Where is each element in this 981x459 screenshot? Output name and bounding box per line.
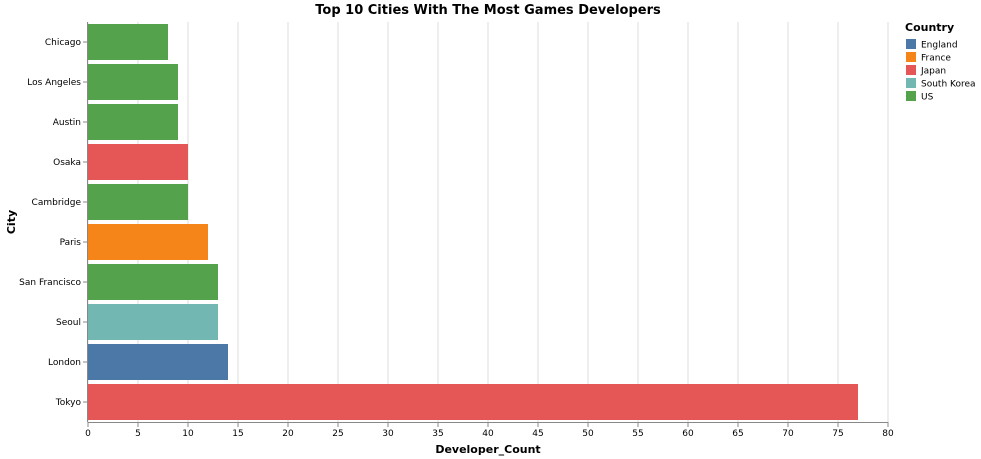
x-tick-label: 5 xyxy=(135,429,141,439)
x-tick-label: 70 xyxy=(782,429,794,439)
x-tick-label: 10 xyxy=(182,429,194,439)
legend-label: South Korea xyxy=(921,80,976,90)
x-tick-label: 20 xyxy=(282,429,294,439)
y-tick-label: London xyxy=(48,358,81,368)
x-tick-label: 15 xyxy=(232,429,243,439)
x-tick-label: 65 xyxy=(732,429,743,439)
legend-swatch-japan xyxy=(906,65,916,75)
bar-tokyo xyxy=(88,384,858,420)
bar-london xyxy=(88,344,228,380)
x-tick-label: 45 xyxy=(532,429,543,439)
y-axis-title: City xyxy=(5,210,18,234)
y-tick-label: Seoul xyxy=(56,318,81,328)
bar-cambridge xyxy=(88,184,188,220)
bar-san-francisco xyxy=(88,264,218,300)
y-tick-label: Austin xyxy=(53,118,81,128)
legend-swatch-france xyxy=(906,52,916,62)
x-tick-label: 60 xyxy=(682,429,694,439)
bar-paris xyxy=(88,224,208,260)
x-tick-label: 35 xyxy=(432,429,443,439)
legend-label: England xyxy=(921,41,958,51)
legend-swatch-south-korea xyxy=(906,78,916,88)
y-tick-label: Los Angeles xyxy=(27,78,81,88)
legend-label: US xyxy=(921,93,934,103)
legend-swatch-england xyxy=(906,39,916,49)
legend: England France Japan South Korea US xyxy=(906,39,976,103)
legend-title: Country xyxy=(905,21,954,34)
x-tick-label: 0 xyxy=(85,429,91,439)
bar-seoul xyxy=(88,304,218,340)
x-axis-title: Developer_Count xyxy=(435,443,540,456)
chart-title: Top 10 Cities With The Most Games Develo… xyxy=(315,3,661,18)
x-tick-label: 30 xyxy=(382,429,394,439)
y-tick-label: San Francisco xyxy=(19,278,81,288)
bar-austin xyxy=(88,104,178,140)
legend-swatch-us xyxy=(906,91,916,101)
x-tick-label: 40 xyxy=(482,429,494,439)
grid xyxy=(87,22,889,422)
legend-label: Japan xyxy=(920,67,946,77)
x-tick-label: 80 xyxy=(882,429,894,439)
y-tick-label: Chicago xyxy=(45,38,82,48)
x-tick-label: 25 xyxy=(332,429,343,439)
bar-osaka xyxy=(88,144,188,180)
x-tick-label: 50 xyxy=(582,429,594,439)
bar-chicago xyxy=(88,24,168,60)
x-tick-label: 55 xyxy=(632,429,643,439)
x-tick-label: 75 xyxy=(832,429,843,439)
axes: 0 5 10 15 20 25 30 35 40 45 50 55 60 65 70 75 80 Chicago L… xyxy=(19,22,894,439)
bar-los-angeles xyxy=(88,64,178,100)
y-tick-label: Paris xyxy=(60,238,82,248)
y-tick-label: Cambridge xyxy=(32,198,82,208)
y-tick-label: Osaka xyxy=(53,158,81,168)
legend-label: France xyxy=(921,54,951,64)
bars xyxy=(88,24,858,420)
y-tick-label: Tokyo xyxy=(55,398,82,408)
